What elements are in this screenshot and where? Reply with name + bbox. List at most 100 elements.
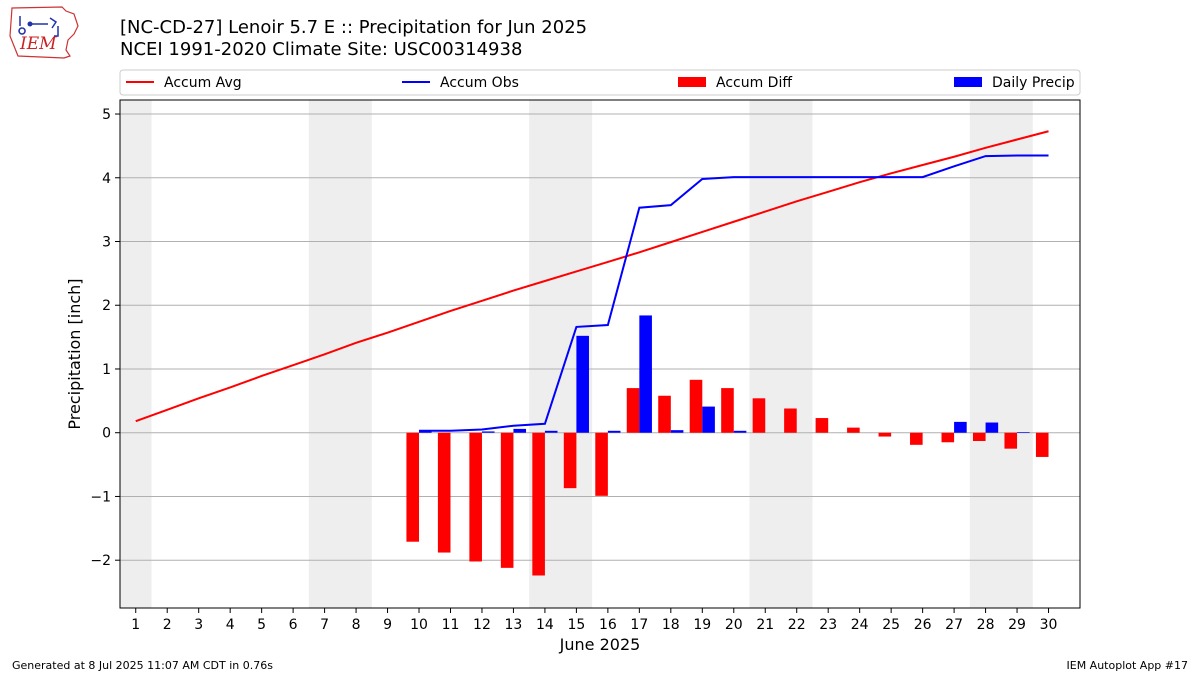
daily-precip-bar [544,430,558,433]
x-tick-label: 1 [131,617,140,633]
accum-diff-bar [941,432,955,443]
daily-precip-bar [513,428,527,433]
daily-precip-bar [639,315,652,433]
chart-title: [NC-CD-27] Lenoir 5.7 E :: Precipitation… [120,17,588,38]
accum-diff-bar [784,408,797,433]
daily-precip-bar [607,430,621,433]
x-tick-label: 8 [352,617,361,633]
daily-precip-bar [733,430,747,433]
x-tick-label: 17 [630,617,648,633]
x-tick-label: 3 [194,617,203,633]
accum-avg-line [135,130,1049,423]
x-tick-label: 13 [505,617,523,633]
accum-diff-bar [500,432,514,568]
x-tick-label: 23 [819,617,837,633]
weekend-shading [120,100,1033,608]
y-tick-label: 3 [102,235,111,251]
x-tick-label: 4 [226,617,235,633]
legend-accum-avg: Accum Avg [126,75,242,91]
accum-diff-bar [847,427,860,433]
x-tick-label: 11 [442,617,460,633]
accum-diff-bar [752,398,766,433]
x-tick-label: 9 [383,617,392,633]
legend-daily-precip-swatch [954,77,982,87]
accum-diff-bar [563,432,577,489]
legend-accum-avg-label: Accum Avg [164,75,242,91]
accum-diff-bar [406,432,420,542]
daily-precip-bar [576,335,589,433]
accum-diff-bar [972,432,986,442]
legend-accum-obs-label: Accum Obs [440,75,519,91]
y-axis-label: Precipitation [inch] [65,278,84,429]
legend-accum-diff-swatch [678,77,706,87]
y-tick-label: 1 [102,362,111,378]
x-tick-label: 26 [914,617,932,633]
accum-diff-bar [532,432,545,576]
x-tick-label: 2 [163,617,172,633]
x-tick-label: 5 [257,617,266,633]
legend-daily-precip: Daily Precip [954,75,1075,91]
legend-accum-obs: Accum Obs [402,75,519,91]
y-tick-label: 0 [102,426,111,442]
x-tick-label: 22 [788,617,806,633]
y-tick-label: −2 [90,553,111,569]
x-tick-label: 28 [977,617,995,633]
y-tick-label: −1 [90,489,111,505]
accum-diff-bar [878,432,892,437]
x-tick-label: 15 [567,617,585,633]
accum-diff-bar [815,418,829,433]
accum-diff-bar [437,432,451,553]
x-tick-label: 21 [756,617,774,633]
daily-precip-bar [702,406,715,433]
legend-daily-precip-label: Daily Precip [992,75,1075,91]
y-tick-label: 4 [102,171,111,187]
y-tick-label: 5 [102,107,111,123]
generated-timestamp: Generated at 8 Jul 2025 11:07 AM CDT in … [12,659,273,672]
iem-logo: IEM [8,6,82,64]
accum-diff-bar [910,432,923,445]
accum-diff-bar [595,432,608,496]
accum-diff-bar [469,432,482,562]
x-tick-label: 27 [945,617,963,633]
x-tick-label: 29 [1008,617,1026,633]
accum-diff-bar [721,388,734,433]
daily-precip-bar [1017,432,1030,433]
plot-frame [119,99,1081,609]
accum-diff-bar [626,388,640,433]
weekend-shade [749,100,813,608]
x-tick-label: 20 [725,617,743,633]
legend-accum-diff-label: Accum Diff [716,75,792,91]
x-tick-label: 19 [693,617,711,633]
x-axis-label: June 2025 [559,635,641,654]
accum-diff-bar [1035,432,1049,457]
weekend-shade [969,100,1033,608]
x-tick-label: 24 [851,617,869,633]
logo-text: IEM [20,34,57,54]
x-tick-label: 30 [1040,617,1058,633]
accum-diff-bar [1004,432,1018,449]
x-tick-label: 14 [536,617,554,633]
daily-precip-bar [481,431,495,433]
daily-precip-bar [670,430,684,433]
x-tick-label: 18 [662,617,680,633]
bars [406,315,1049,576]
daily-precip-bar [985,422,999,433]
weekend-shade [120,100,152,608]
legend-accum-diff: Accum Diff [678,75,792,91]
accum-obs-line [419,154,1049,432]
x-tick-label: 16 [599,617,617,633]
legend-box [119,69,1081,96]
iowa-map-icon [9,6,79,59]
accum-diff-bar [658,395,671,433]
daily-precip-bar [954,421,967,433]
x-tick-label: 12 [473,617,491,633]
lines [135,130,1049,432]
x-tick-label: 25 [882,617,900,633]
x-tick-label: 6 [289,617,298,633]
chart-subtitle: NCEI 1991-2020 Climate Site: USC00314938 [120,39,523,60]
app-credit: IEM Autoplot App #17 [1066,659,1189,672]
legend: Accum Avg Accum Obs Accum Diff Daily Precip [119,69,1081,96]
x-tick-label: 7 [320,617,329,633]
